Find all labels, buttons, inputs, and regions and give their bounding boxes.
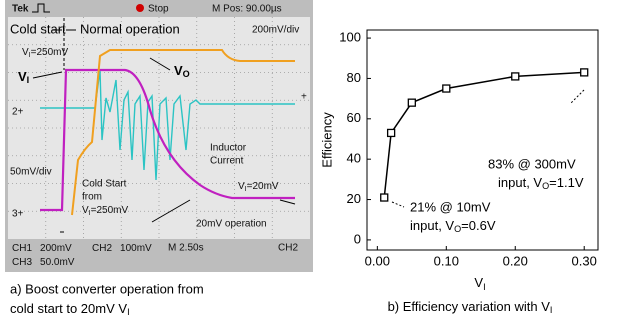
y-tick-label: 0 [354,231,361,246]
channel-marker: + [301,92,307,103]
data-point [581,69,588,76]
brand: Tek [12,4,29,15]
data-point [381,194,388,201]
figure: Tek Stop M Pos: 90.00µs Cold start Norma… [0,0,629,323]
timebase: M 2.50s [168,243,204,254]
channel-marker: 3+ [12,209,24,220]
end-note: 20mV operation [196,219,267,230]
y-tick-label: 60 [347,110,361,125]
annotation: 21% @ 10mV [410,199,491,214]
plot-frame [367,30,598,250]
data-point [408,99,415,106]
caption: a) Boost converter operation from [10,281,204,296]
caption: cold start to 20mV VI [10,301,130,317]
position: M Pos: 90.00µs [212,4,282,15]
caption: b) Efficiency variation with VI [388,299,553,315]
y-tick-label: 20 [347,191,361,206]
phase-label: Normal operation [80,21,180,36]
inductor-label: Current [210,156,244,167]
x-axis-label: VI [474,275,485,292]
data-point [443,85,450,92]
vi-end: VI=20mV [238,181,279,193]
inductor-label: Inductor [210,143,247,154]
annotation: input, VO=0.6V [410,218,496,234]
x-tick-label: 0.00 [365,253,390,268]
status: Stop [148,4,169,15]
data-point [388,129,395,136]
y-axis-label: Efficiency [319,112,334,168]
scale-label: 200mV/div [252,25,299,36]
annotation: input, VO=1.1V [498,175,584,191]
channel-marker: 2+ [12,107,24,118]
x-tick-label: 0.20 [503,253,528,268]
annotation: 83% @ 300mV [488,156,576,171]
stop-icon [136,4,144,12]
trigger-info: CH2 [278,243,298,254]
scale-label: 50mV/div [10,167,52,178]
y-tick-label: 40 [347,151,361,166]
phase-label: Cold start [10,21,66,36]
cold-note: from [82,192,102,203]
cold-note: Cold Start [82,179,127,190]
x-tick-label: 0.10 [434,253,459,268]
y-tick-label: 100 [339,30,361,45]
x-tick-label: 0.30 [572,253,597,268]
y-tick-label: 80 [347,70,361,85]
data-point [512,73,519,80]
